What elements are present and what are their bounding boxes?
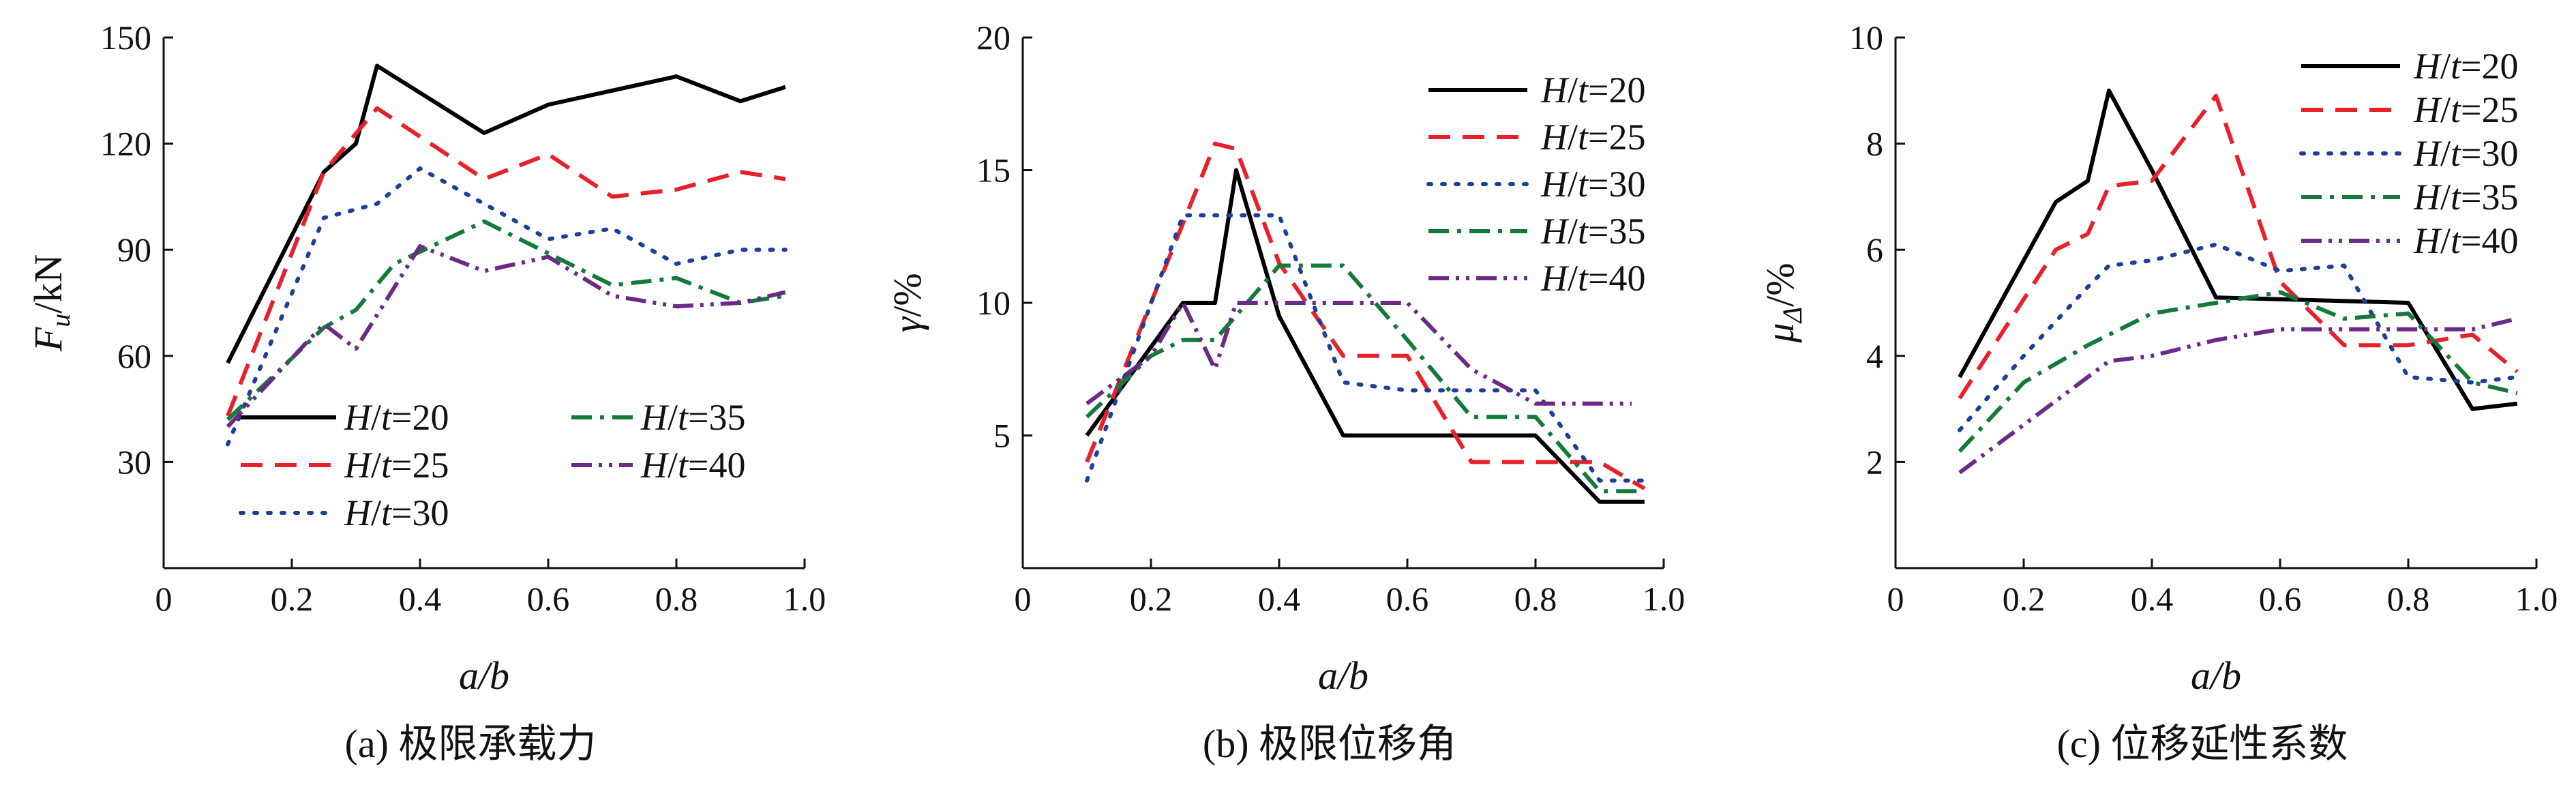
- panel-caption: (a) 极限承载力: [345, 722, 597, 766]
- legend-label: H/t=35: [2413, 177, 2519, 218]
- y-tick-label: 20: [976, 18, 1010, 57]
- series-line-h-t-20: [226, 63, 786, 364]
- y-axis-title: γ/%: [885, 273, 929, 332]
- x-tick-label: 0.8: [1514, 580, 1557, 618]
- series-line-h-t-25: [1958, 93, 2519, 400]
- x-tick-label: 0.8: [2387, 580, 2430, 618]
- y-tick-label: 150: [100, 18, 151, 57]
- y-tick-label: 10: [1849, 18, 1883, 57]
- y-tick-label: 8: [1866, 125, 1883, 163]
- legend-label: H/t=25: [2413, 89, 2519, 130]
- x-tick-label: 1.0: [2515, 580, 2558, 618]
- legend-label: H/t=20: [2413, 46, 2519, 87]
- x-tick-label: 0.2: [271, 580, 314, 618]
- y-tick-label: 120: [100, 125, 151, 163]
- series-line-h-t-40: [1085, 301, 1632, 406]
- series-line-h-t-30: [1085, 213, 1647, 483]
- x-tick-label: 0.4: [1258, 580, 1301, 618]
- y-tick-label: 5: [993, 417, 1010, 455]
- y-tick-label: 60: [117, 337, 151, 375]
- x-tick-label: 0.6: [2259, 580, 2302, 618]
- legend-label: H/t=20: [344, 397, 449, 438]
- y-tick-label: 90: [117, 231, 151, 269]
- series-line-h-t-30: [226, 166, 788, 447]
- y-tick-label: 15: [976, 151, 1010, 190]
- x-tick-label: 0.2: [1130, 580, 1173, 618]
- x-tick-label: 1.0: [783, 580, 826, 618]
- x-tick-label: 0.6: [1386, 580, 1429, 618]
- legend: H/t=20 H/t=35 H/t=25 H/t=40 H/t=30: [239, 397, 746, 533]
- legend-label: H/t=30: [1540, 164, 1646, 205]
- legend: H/t=20H/t=25H/t=30H/t=35H/t=40: [2299, 46, 2519, 261]
- legend-label: H/t=40: [640, 445, 746, 486]
- series-line-h-t-35: [1958, 290, 2518, 453]
- y-tick-label: 10: [976, 284, 1010, 322]
- y-tick-label: 6: [1866, 231, 1883, 269]
- series-line-h-t-35: [226, 219, 786, 421]
- series-line-h-t-40: [1958, 316, 2518, 475]
- series-line-h-t-25: [1085, 141, 1646, 490]
- legend: H/t=20 H/t=25 H/t=30 H/t=35 H/t=40: [1426, 70, 1646, 299]
- series-line-h-t-40: [226, 244, 786, 428]
- x-axis-title: a/b: [1318, 653, 1368, 698]
- x-axis-title: a/b: [459, 653, 509, 698]
- legend-label: H/t=20: [1540, 70, 1646, 110]
- legend-label: H/t=40: [1540, 258, 1646, 299]
- legend-label: H/t=40: [2413, 220, 2519, 261]
- x-tick-label: 0.8: [655, 580, 698, 618]
- y-axis-title: Fu/kN: [26, 254, 76, 352]
- x-axis-title: a/b: [2191, 653, 2241, 698]
- x-tick-label: 0: [155, 580, 173, 618]
- y-tick-label: 4: [1866, 337, 1883, 375]
- x-tick-label: 0.6: [527, 580, 570, 618]
- panel-caption: (c) 位移延性系数: [2057, 722, 2348, 766]
- series-line-h-t-20: [1958, 88, 2518, 411]
- y-tick-label: 30: [117, 443, 151, 481]
- y-axis-title: μΔ/%: [1758, 263, 1808, 343]
- x-tick-label: 0: [1887, 580, 1904, 618]
- series-line-h-t-35: [1085, 263, 1645, 494]
- legend-label: H/t=35: [1540, 211, 1646, 252]
- chart-panel-c: 0 0.2 0.4 0.6 0.8 1.0 2 4 6 8 10 a/b μΔ/% (c) 位移延性系数 H…: [1758, 18, 2558, 766]
- y-tick-label: 2: [1866, 443, 1883, 481]
- x-tick-label: 0.2: [2003, 580, 2046, 618]
- legend-label: H/t=25: [1540, 117, 1646, 158]
- x-tick-label: 0.4: [399, 580, 442, 618]
- legend-label: H/t=25: [344, 445, 449, 486]
- panel-caption: (b) 极限位移角: [1203, 722, 1456, 766]
- x-tick-label: 0: [1015, 580, 1032, 618]
- chart-panel-b: 0 0.2 0.4 0.6 0.8 1.0 5 10 15 20 a/b γ/% (b) 极限位移角 H/…: [885, 18, 1685, 766]
- legend-label: H/t=30: [2413, 133, 2519, 174]
- x-tick-label: 1.0: [1643, 580, 1686, 618]
- x-tick-label: 0.4: [2131, 580, 2174, 618]
- series-line-h-t-20: [1085, 168, 1645, 504]
- legend-label: H/t=30: [344, 492, 449, 533]
- chart-panel-a: 0 0.2 0.4 0.6 0.8 1.0 30 60 90 120 150 a/b Fu/kN (a) …: [26, 18, 826, 766]
- series-line-h-t-30: [1958, 242, 2519, 432]
- legend-label: H/t=35: [640, 397, 746, 438]
- series-line-h-t-25: [226, 106, 786, 417]
